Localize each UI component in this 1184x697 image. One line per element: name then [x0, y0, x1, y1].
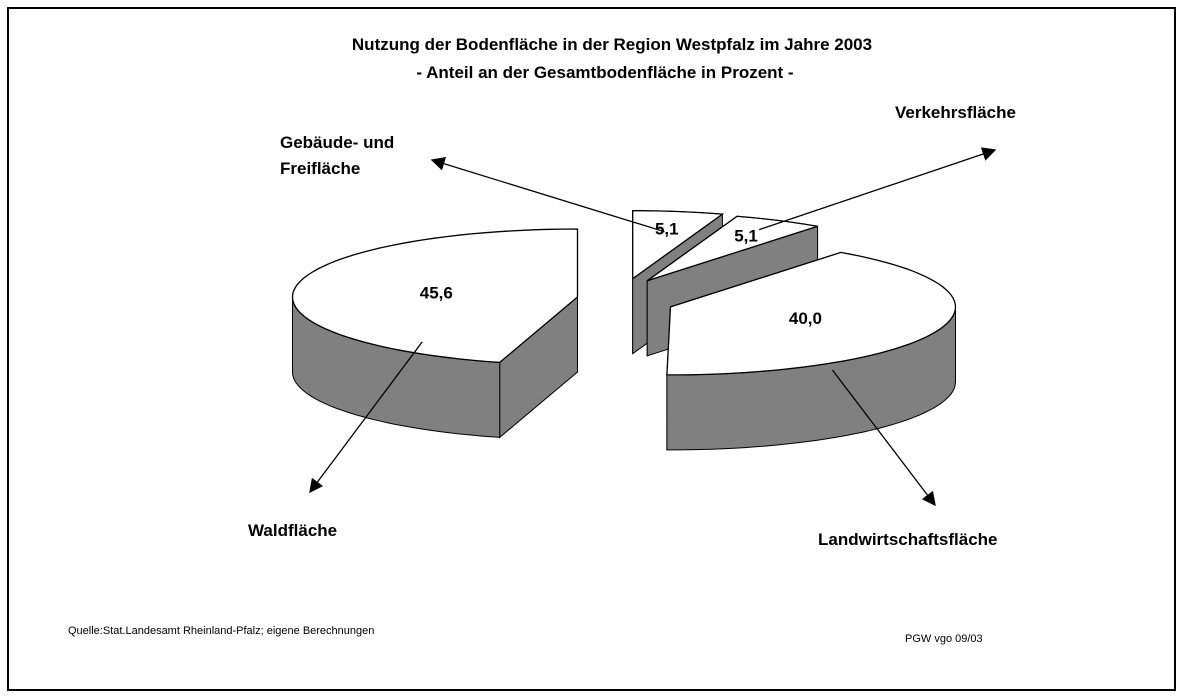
value-label: 5,1 [734, 227, 758, 246]
value-label: 5,1 [655, 219, 679, 238]
category-label: Verkehrsfläche [895, 103, 1016, 122]
label-arrow [430, 157, 665, 233]
category-label: Landwirtschaftsfläche [818, 530, 998, 549]
chart-title: Nutzung der Bodenfläche in der Region We… [352, 35, 872, 54]
value-label: 45,6 [420, 283, 453, 302]
chart-subtitle: - Anteil an der Gesamtbodenfläche in Pro… [416, 63, 793, 82]
value-label: 40,0 [789, 309, 822, 328]
source: Quelle:Stat.Landesamt Rheinland-Pfalz; e… [68, 625, 375, 637]
category-label: Gebäude- und Freifläche [280, 133, 395, 178]
slice [632, 210, 725, 280]
category-label: Waldfläche [248, 521, 338, 540]
slice [646, 215, 818, 282]
frame [7, 7, 1176, 691]
pie: 45,6 5,1 5,1 40,0 [291, 147, 997, 507]
label-arrow [758, 147, 997, 231]
label-arrow [831, 369, 936, 507]
slice [291, 228, 579, 364]
label-arrow [309, 341, 423, 494]
slice [666, 251, 957, 376]
credit: PGW vgo 09/03 [905, 633, 983, 645]
